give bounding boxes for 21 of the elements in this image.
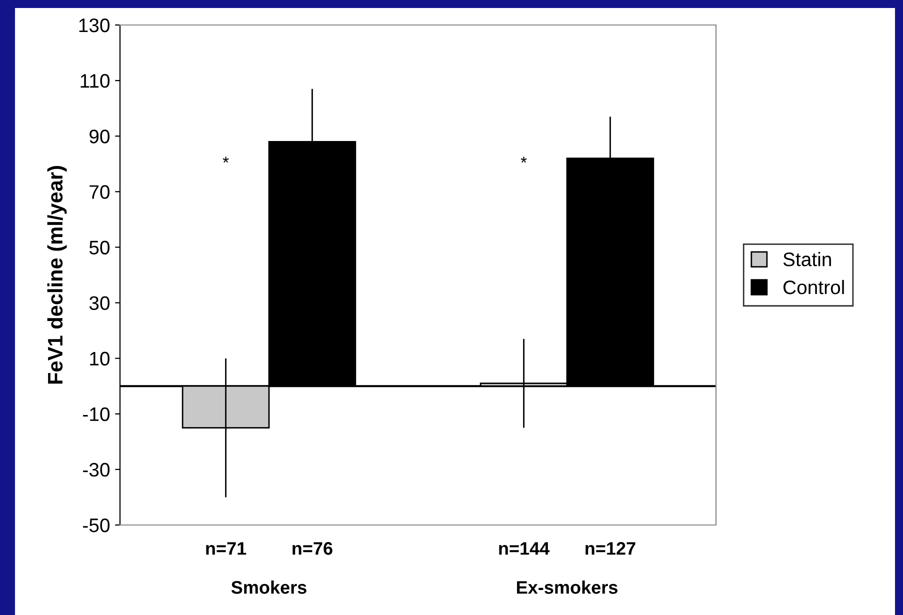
y-tick-label: -30	[83, 462, 110, 477]
y-tick-label: 50	[89, 240, 110, 254]
y-tick-label: 130	[79, 18, 110, 32]
legend-label: Statin	[783, 252, 831, 266]
y-tick-label: 90	[90, 130, 110, 144]
y-tick-label: 30	[89, 296, 110, 310]
y-tick-label: 70	[90, 185, 110, 199]
annotation: *	[520, 156, 527, 163]
text: n=127	[586, 542, 636, 555]
legend-label: Control	[783, 280, 844, 294]
y-tick-label: -10	[83, 407, 110, 422]
y-axis-title: FeV1 decline (ml/year)	[47, 166, 67, 384]
text: n=76	[292, 542, 332, 555]
text: n=71	[206, 542, 246, 555]
y-tick-label: 110	[80, 74, 110, 88]
x-tick-label: Smokers	[231, 580, 306, 594]
annotation: *	[222, 156, 229, 163]
y-tick-label: -50	[83, 518, 110, 532]
text: n=144	[499, 542, 550, 555]
x-tick-label: Ex-smokers	[517, 580, 618, 594]
y-tick-label: 10	[90, 352, 110, 366]
